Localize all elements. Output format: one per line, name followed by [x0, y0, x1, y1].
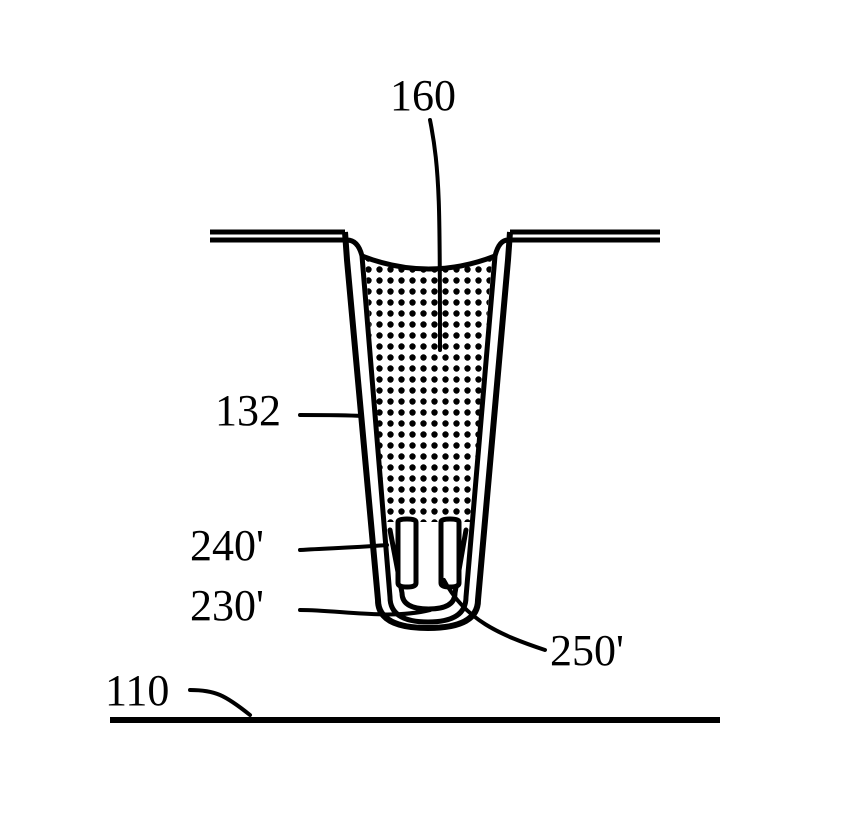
label-240prime: 240': [190, 521, 264, 570]
label-230prime: 230': [190, 581, 264, 630]
patent-figure: 160 132 240' 230' 250' 110: [0, 0, 841, 821]
leader-132: [300, 415, 362, 416]
bar-240prime-left: [398, 519, 416, 587]
label-250prime: 250': [550, 626, 624, 675]
leader-110: [190, 690, 250, 715]
label-110: 110: [105, 666, 169, 715]
bar-240prime-right: [441, 519, 459, 587]
label-132: 132: [215, 386, 281, 435]
leader-230prime: [300, 610, 430, 614]
label-160: 160: [390, 71, 456, 120]
